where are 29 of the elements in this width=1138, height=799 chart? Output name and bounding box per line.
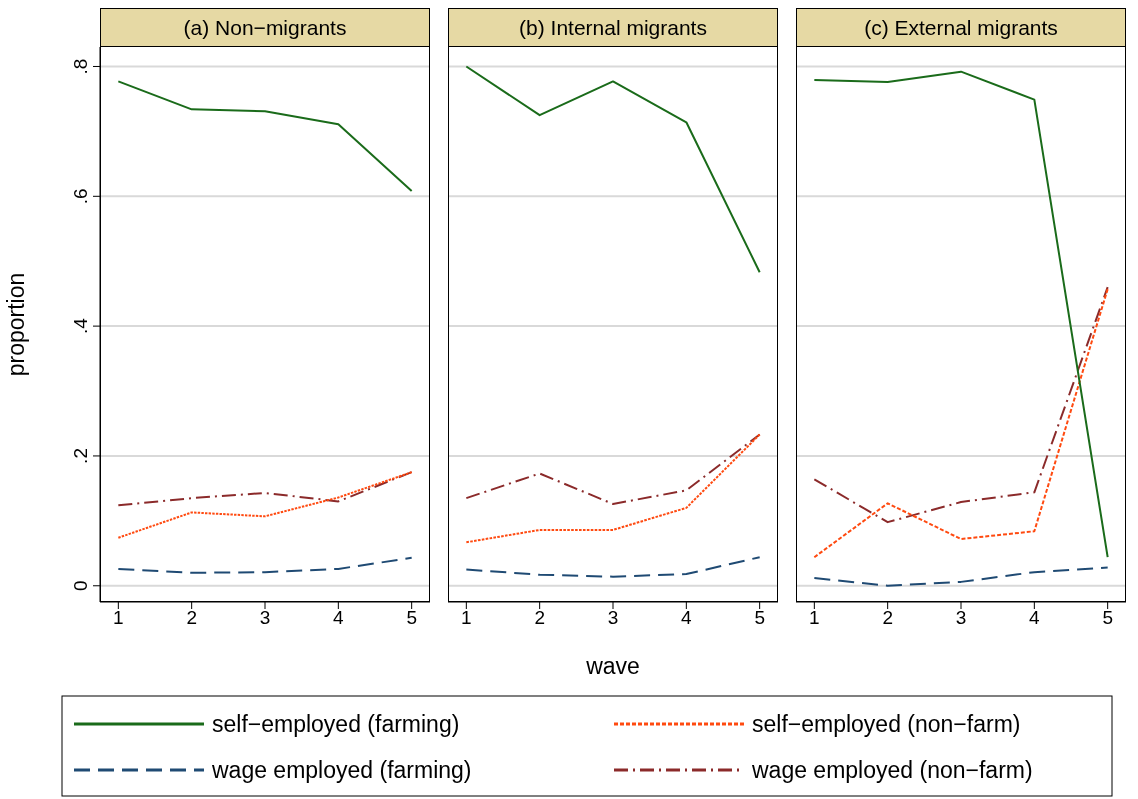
x-tick-label: 5 — [1102, 607, 1113, 629]
x-tick-label: 3 — [955, 607, 967, 629]
y-tick-label: 0 — [70, 580, 91, 592]
x-tick-label: 3 — [607, 607, 619, 629]
x-tick-label: 1 — [809, 607, 820, 629]
x-tick-label: 5 — [406, 607, 417, 629]
chart-title: (b) Internal migrants — [448, 8, 778, 47]
legend-label: wage employed (farming) — [211, 757, 472, 783]
x-tick-label: 4 — [333, 607, 345, 629]
x-tick-label: 4 — [681, 607, 693, 629]
legend-label: self−employed (non−farm) — [752, 711, 1021, 737]
y-axis-title: proportion — [3, 272, 30, 377]
y-tick-label: .2 — [70, 448, 91, 464]
x-tick-label: 3 — [259, 607, 271, 629]
chart-title: (c) External migrants — [796, 8, 1126, 47]
y-tick-label: .8 — [70, 58, 91, 75]
legend-label: wage employed (non−farm) — [751, 757, 1033, 783]
x-axis-title: wave — [585, 653, 640, 679]
y-tick-label: .6 — [70, 188, 91, 205]
x-tick-label: 4 — [1029, 607, 1041, 629]
x-tick-label: 1 — [113, 607, 124, 629]
x-tick-label: 2 — [534, 607, 545, 629]
x-tick-label: 1 — [461, 607, 472, 629]
legend-label: self−employed (farming) — [212, 711, 460, 737]
x-tick-label: 2 — [186, 607, 197, 629]
chart-title: (a) Non−migrants — [100, 8, 430, 47]
y-tick-label: .4 — [70, 317, 91, 335]
x-tick-label: 2 — [882, 607, 893, 629]
x-tick-label: 5 — [754, 607, 765, 629]
